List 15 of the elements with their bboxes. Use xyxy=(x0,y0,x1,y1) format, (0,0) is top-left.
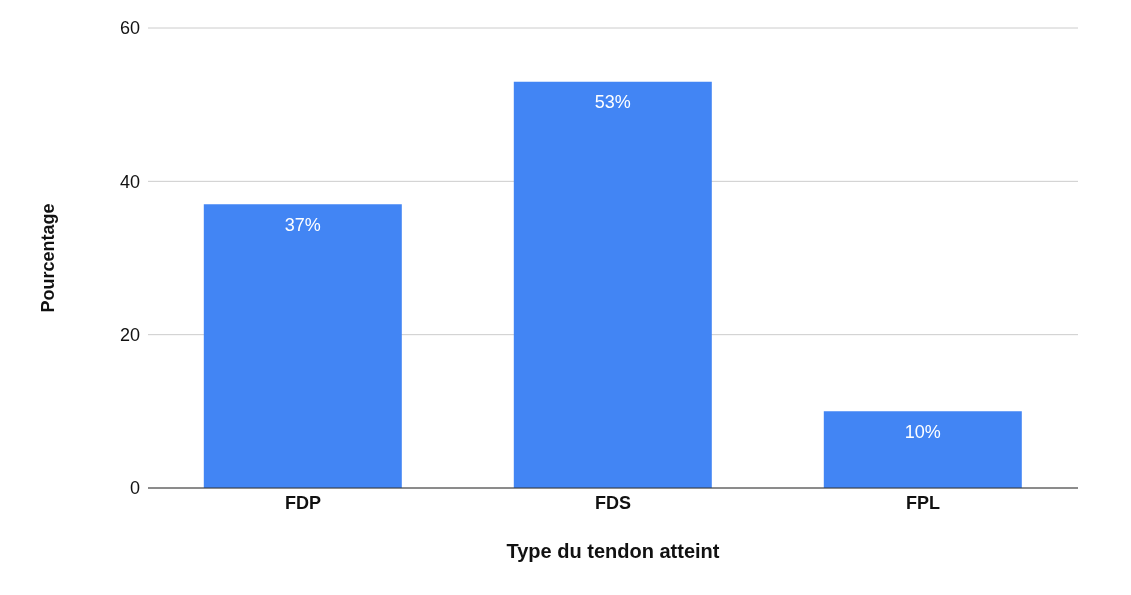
data-label: 53% xyxy=(594,92,631,113)
y-tick-label: 60 xyxy=(119,18,140,39)
x-tick-label: FPL xyxy=(906,492,940,513)
y-tick-label: 20 xyxy=(119,325,140,346)
bar xyxy=(203,204,402,488)
data-label: 37% xyxy=(284,215,321,236)
x-tick-label: FDP xyxy=(285,492,321,513)
data-label: 10% xyxy=(904,422,941,443)
y-tick-label: 40 xyxy=(119,171,140,192)
bar xyxy=(823,411,1022,488)
x-tick-label: FDS xyxy=(595,492,631,513)
x-axis-title: Type du tendon atteint xyxy=(506,540,720,562)
y-tick-label: 0 xyxy=(129,478,140,499)
y-axis-title: Pourcentage xyxy=(38,203,59,313)
bar xyxy=(513,81,712,488)
